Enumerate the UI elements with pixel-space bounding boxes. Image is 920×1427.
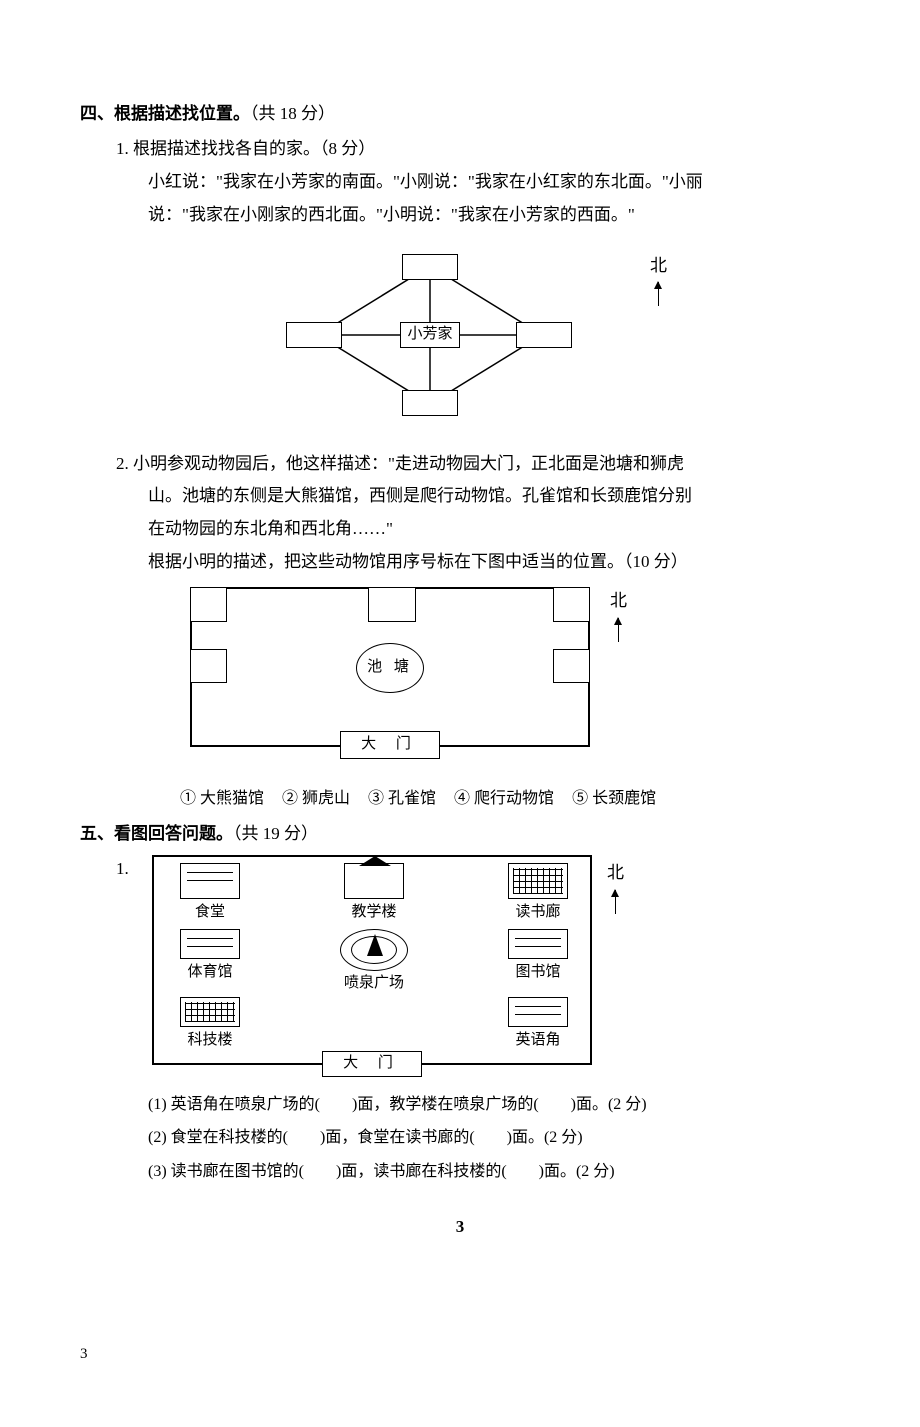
q5-1: 1. 食堂 教学楼 读书廊 体育馆 喷泉广场 xyxy=(116,855,840,1085)
page-number: 3 xyxy=(80,1213,840,1242)
section5-title: 五、看图回答问题。（共 19 分） xyxy=(80,820,840,849)
section4-title: 四、根据描述找位置。（共 18 分） xyxy=(80,100,840,129)
q4-1-body1: 小红说："我家在小芳家的南面。"小刚说："我家在小红家的东北面。"小丽 xyxy=(148,168,840,197)
zoo-slot-tl[interactable] xyxy=(191,588,227,622)
science-icon xyxy=(180,997,240,1027)
section5-points: （共 19 分） xyxy=(233,824,318,843)
canteen-icon xyxy=(180,863,240,899)
english-icon xyxy=(508,997,568,1027)
reading-label: 读书廊 xyxy=(488,900,588,926)
q4-2-t2: 山。池塘的东侧是大熊猫馆，西侧是爬行动物馆。孔雀馆和长颈鹿馆分别 xyxy=(148,482,840,511)
school-gate-label: 大 门 xyxy=(343,1051,401,1077)
north-arrow-icon xyxy=(615,890,617,914)
d2-north-text: 北 xyxy=(610,591,627,610)
north-arrow-icon xyxy=(618,618,620,642)
q4-1-title: 根据描述找找各自的家。（8 分） xyxy=(133,139,375,158)
q4-1-num: 1. xyxy=(116,139,129,158)
d3-north: 北 xyxy=(607,859,624,914)
d1-north-text: 北 xyxy=(650,256,667,275)
cell-reading: 读书廊 xyxy=(488,863,588,926)
zoo-options: ① 大熊猫馆 ② 狮虎山 ③ 孔雀馆 ④ 爬行动物馆 ⑤ 长颈鹿馆 xyxy=(180,785,840,812)
q4-2-t3: 在动物园的东北角和西北角……" xyxy=(148,515,840,544)
section4-heading: 四、根据描述找位置。 xyxy=(80,104,250,123)
gym-label: 体育馆 xyxy=(160,960,260,986)
footer-number: 3 xyxy=(80,1342,840,1368)
q5-sub2: (2) 食堂在科技楼的( )面，食堂在读书廊的( )面。(2 分) xyxy=(148,1124,840,1151)
fountain-icon xyxy=(340,929,408,971)
cell-gym: 体育馆 xyxy=(160,929,260,986)
zoo-slot-ml[interactable] xyxy=(191,649,227,683)
cell-library: 图书馆 xyxy=(488,929,588,986)
cell-teaching: 教学楼 xyxy=(324,863,424,926)
zoo-slot-tc[interactable] xyxy=(368,588,416,622)
d1-box-center: 小芳家 xyxy=(400,322,460,348)
d1-box-left[interactable] xyxy=(286,322,342,348)
d1-center-label: 小芳家 xyxy=(407,322,452,348)
q4-2-t4: 根据小明的描述，把这些动物馆用序号标在下图中适当的位置。（10 分） xyxy=(148,548,840,577)
diagram2: 池 塘 大 门 北 xyxy=(190,587,690,767)
opt3: ③ 孔雀馆 xyxy=(368,790,436,807)
zoo-pond: 池 塘 xyxy=(356,643,424,693)
library-label: 图书馆 xyxy=(488,960,588,986)
cell-science: 科技楼 xyxy=(160,997,260,1054)
north-arrow-icon xyxy=(658,282,660,306)
canteen-label: 食堂 xyxy=(160,900,260,926)
d3-north-text: 北 xyxy=(607,863,624,882)
diagram3: 食堂 教学楼 读书廊 体育馆 喷泉广场 图书馆 xyxy=(152,855,652,1085)
q4-2-num: 2. xyxy=(116,454,129,473)
q4-1-line: 1. 根据描述找找各自的家。（8 分） xyxy=(116,135,840,164)
teaching-label: 教学楼 xyxy=(324,900,424,926)
science-label: 科技楼 xyxy=(160,1028,260,1054)
gym-icon xyxy=(180,929,240,959)
q4-2-line1: 2. 小明参观动物园后，他这样描述："走进动物园大门，正北面是池塘和狮虎 xyxy=(116,450,840,479)
opt5: ⑤ 长颈鹿馆 xyxy=(572,790,656,807)
cell-canteen: 食堂 xyxy=(160,863,260,926)
zoo-gate-label: 大 门 xyxy=(361,732,419,758)
library-icon xyxy=(508,929,568,959)
english-label: 英语角 xyxy=(488,1028,588,1054)
d2-north: 北 xyxy=(610,587,627,642)
d1-box-bottom[interactable] xyxy=(402,390,458,416)
q4-1-body2: 说："我家在小刚家的西北面。"小明说："我家在小芳家的西面。" xyxy=(148,201,840,230)
cell-english: 英语角 xyxy=(488,997,588,1054)
zoo-slot-tr[interactable] xyxy=(553,588,589,622)
q4-2-t1: 小明参观动物园后，他这样描述："走进动物园大门，正北面是池塘和狮虎 xyxy=(133,454,684,473)
reading-icon xyxy=(508,863,568,899)
diagram1: 小芳家 北 xyxy=(220,240,700,430)
q5-1-num: 1. xyxy=(116,855,152,884)
zoo-gate: 大 门 xyxy=(340,731,440,759)
zoo-border: 池 塘 大 门 xyxy=(190,587,590,747)
q5-sub1: (1) 英语角在喷泉广场的( )面，教学楼在喷泉广场的( )面。(2 分) xyxy=(148,1091,840,1118)
section5-heading: 五、看图回答问题。 xyxy=(80,824,233,843)
cell-fountain: 喷泉广场 xyxy=(314,929,434,997)
zoo-pond-label: 池 塘 xyxy=(367,655,413,681)
teaching-icon xyxy=(344,863,404,899)
q5-sub3: (3) 读书廊在图书馆的( )面，读书廊在科技楼的( )面。(2 分) xyxy=(148,1158,840,1185)
d1-box-top[interactable] xyxy=(402,254,458,280)
section4-points: （共 18 分） xyxy=(250,104,335,123)
d1-north: 北 xyxy=(650,252,667,307)
opt1: ① 大熊猫馆 xyxy=(180,790,264,807)
zoo-slot-mr[interactable] xyxy=(553,649,589,683)
school-border: 食堂 教学楼 读书廊 体育馆 喷泉广场 图书馆 xyxy=(152,855,592,1065)
opt4: ④ 爬行动物馆 xyxy=(454,790,554,807)
fountain-label: 喷泉广场 xyxy=(314,971,434,997)
school-gate: 大 门 xyxy=(322,1051,422,1077)
d1-box-right[interactable] xyxy=(516,322,572,348)
opt2: ② 狮虎山 xyxy=(282,790,350,807)
